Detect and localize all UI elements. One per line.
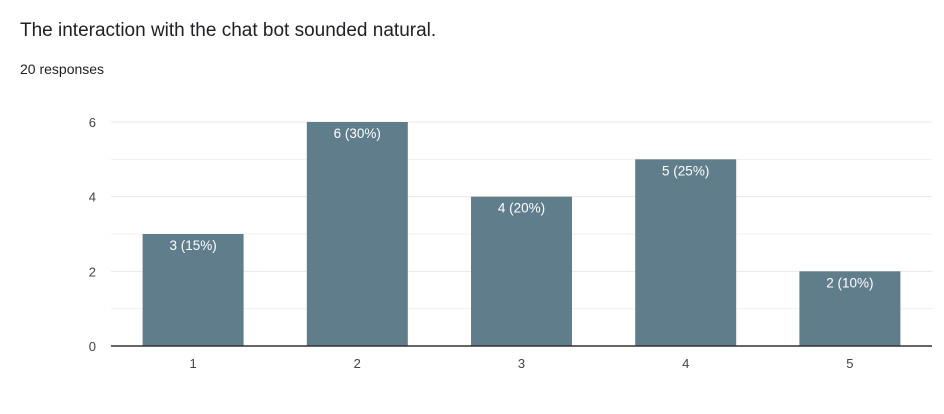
bar-data-label: 3 (15%) xyxy=(169,238,216,253)
bar-data-label: 5 (25%) xyxy=(662,163,709,178)
y-tick-label: 6 xyxy=(89,115,96,130)
bar xyxy=(306,122,408,346)
question-title: The interaction with the chat bot sounde… xyxy=(20,20,437,41)
bar xyxy=(799,271,901,346)
response-count: 20 responses xyxy=(20,61,105,77)
bar-data-label: 4 (20%) xyxy=(498,201,545,216)
x-tick-label: 5 xyxy=(846,356,853,371)
bar xyxy=(471,196,572,346)
y-tick-label: 0 xyxy=(89,339,96,354)
x-tick-label: 3 xyxy=(518,356,525,371)
x-tick-label: 1 xyxy=(189,356,196,371)
x-tick-label: 2 xyxy=(354,356,361,371)
bar-data-label: 6 (30%) xyxy=(334,126,381,141)
bar xyxy=(635,159,737,346)
bar-data-label: 2 (10%) xyxy=(826,275,873,290)
y-tick-label: 4 xyxy=(89,190,96,205)
y-tick-label: 2 xyxy=(89,264,96,279)
x-tick-label: 4 xyxy=(682,356,689,371)
bar xyxy=(142,234,244,346)
